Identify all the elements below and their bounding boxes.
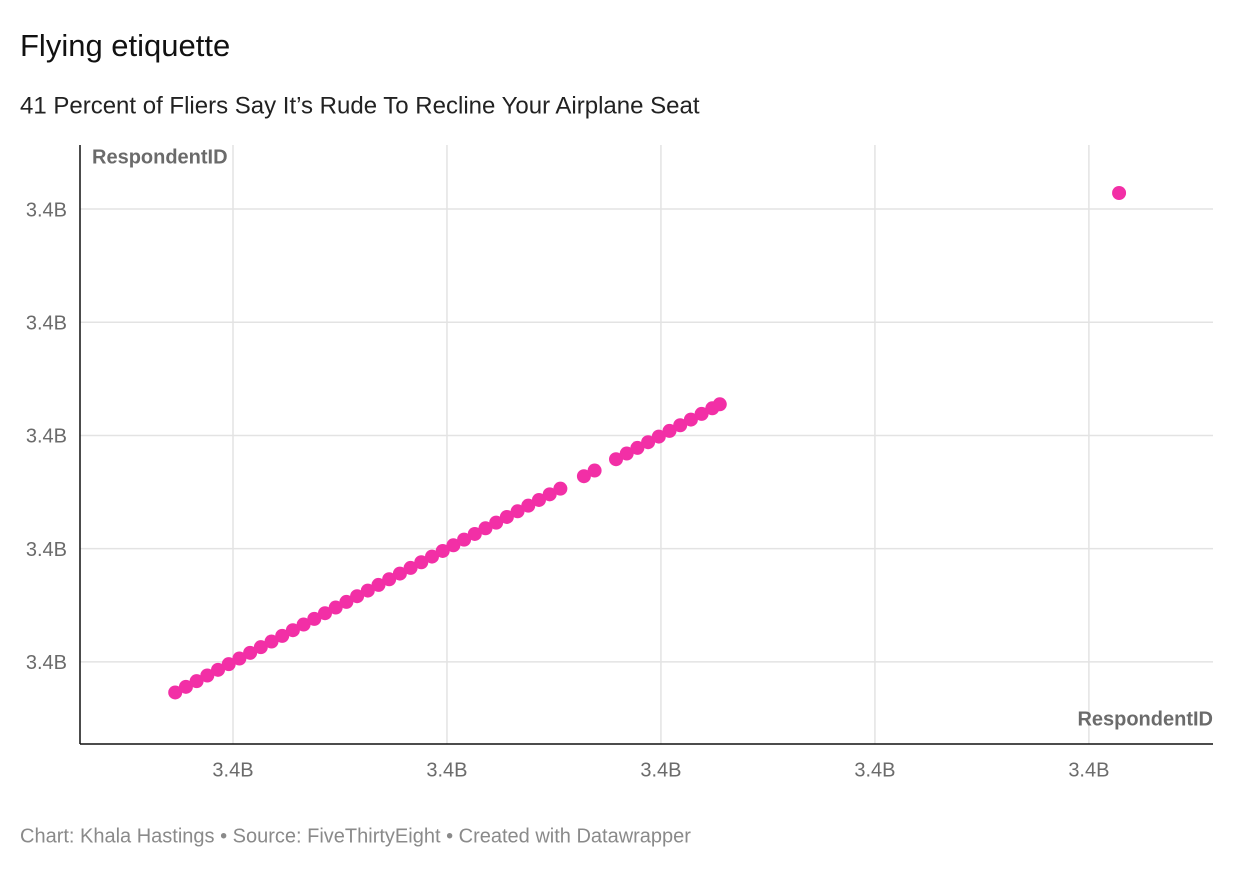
y-tick-label: 3.4B bbox=[26, 312, 67, 334]
point bbox=[328, 600, 343, 615]
point bbox=[350, 589, 365, 604]
point bbox=[609, 452, 624, 467]
y-tick-label: 3.4B bbox=[26, 199, 67, 221]
point bbox=[253, 640, 268, 655]
point bbox=[499, 509, 514, 524]
point bbox=[424, 549, 439, 564]
point bbox=[576, 469, 591, 484]
point bbox=[673, 418, 688, 433]
point bbox=[641, 435, 656, 450]
point bbox=[178, 679, 193, 694]
point bbox=[435, 543, 450, 558]
point bbox=[619, 446, 634, 461]
point bbox=[542, 487, 557, 502]
y-axis-title: RespondentID bbox=[92, 146, 228, 168]
chart-title: Flying etiquette bbox=[20, 28, 230, 63]
point bbox=[694, 406, 709, 421]
point bbox=[392, 566, 407, 581]
x-tick-label: 3.4B bbox=[854, 759, 895, 781]
point bbox=[521, 498, 536, 513]
point bbox=[382, 572, 397, 587]
point bbox=[403, 560, 418, 575]
point bbox=[360, 583, 375, 598]
point bbox=[457, 532, 472, 547]
point bbox=[683, 412, 698, 427]
point bbox=[531, 492, 546, 507]
y-tick-label: 3.4B bbox=[26, 426, 67, 448]
chart-subtitle: 41 Percent of Fliers Say It’s Rude To Re… bbox=[20, 92, 700, 119]
point bbox=[285, 623, 300, 638]
point bbox=[296, 617, 311, 632]
point bbox=[232, 651, 247, 666]
x-axis-title: RespondentID bbox=[1077, 708, 1213, 730]
point bbox=[264, 634, 279, 649]
point bbox=[307, 611, 322, 626]
point bbox=[275, 628, 290, 643]
point bbox=[211, 662, 226, 677]
y-tick-label: 3.4B bbox=[26, 539, 67, 561]
point bbox=[339, 594, 354, 609]
point bbox=[478, 521, 493, 536]
point bbox=[189, 674, 204, 689]
y-tick-label: 3.4B bbox=[26, 652, 67, 674]
x-tick-label: 3.4B bbox=[1068, 759, 1109, 781]
point bbox=[553, 481, 568, 496]
x-tick-label: 3.4B bbox=[212, 759, 253, 781]
point bbox=[467, 526, 482, 541]
x-tick-label: 3.4B bbox=[426, 759, 467, 781]
point bbox=[200, 668, 215, 683]
point bbox=[712, 397, 727, 412]
footer: Chart: Khala Hastings • Source: FiveThir… bbox=[20, 825, 691, 847]
point bbox=[651, 429, 666, 444]
point bbox=[318, 606, 333, 621]
x-tick-label: 3.4B bbox=[640, 759, 681, 781]
point bbox=[510, 504, 525, 519]
point bbox=[1112, 186, 1127, 201]
point bbox=[662, 423, 677, 438]
point bbox=[221, 657, 236, 672]
point bbox=[371, 577, 386, 592]
point bbox=[587, 463, 602, 478]
point bbox=[414, 555, 429, 570]
point bbox=[243, 645, 258, 660]
point bbox=[446, 538, 461, 553]
point bbox=[489, 515, 504, 530]
point bbox=[630, 440, 645, 455]
point bbox=[168, 685, 183, 700]
